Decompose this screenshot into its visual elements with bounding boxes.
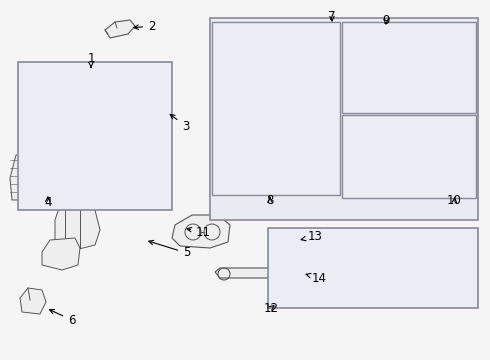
Text: 4: 4 xyxy=(44,195,51,208)
Text: 2: 2 xyxy=(134,19,155,32)
Polygon shape xyxy=(438,42,464,72)
Polygon shape xyxy=(372,118,392,140)
Polygon shape xyxy=(30,106,102,195)
Text: 12: 12 xyxy=(264,302,278,315)
Text: 9: 9 xyxy=(382,13,390,27)
Polygon shape xyxy=(55,202,100,250)
Bar xyxy=(210,18,478,220)
Bar xyxy=(342,22,476,113)
Text: 14: 14 xyxy=(306,271,327,284)
Polygon shape xyxy=(42,238,80,270)
Polygon shape xyxy=(30,155,46,200)
Polygon shape xyxy=(105,20,135,38)
Text: 11: 11 xyxy=(187,225,211,238)
Polygon shape xyxy=(172,215,230,248)
Text: 3: 3 xyxy=(170,114,189,132)
Text: 5: 5 xyxy=(149,240,191,260)
Polygon shape xyxy=(10,155,26,200)
Text: 13: 13 xyxy=(301,230,323,243)
Bar xyxy=(342,115,476,198)
Bar xyxy=(268,228,478,308)
Polygon shape xyxy=(218,28,318,85)
Text: 10: 10 xyxy=(447,194,462,207)
Text: 8: 8 xyxy=(266,194,274,207)
Text: 7: 7 xyxy=(328,10,336,23)
Polygon shape xyxy=(215,268,398,278)
Polygon shape xyxy=(275,270,318,298)
Polygon shape xyxy=(215,118,232,140)
Text: 1: 1 xyxy=(87,51,95,67)
Polygon shape xyxy=(275,230,325,272)
Polygon shape xyxy=(218,80,242,100)
Polygon shape xyxy=(20,288,46,314)
Polygon shape xyxy=(355,140,430,192)
Polygon shape xyxy=(346,30,415,92)
Bar xyxy=(18,62,172,210)
Polygon shape xyxy=(135,90,170,120)
Bar xyxy=(212,22,340,195)
Polygon shape xyxy=(328,230,474,278)
Text: 6: 6 xyxy=(49,310,75,327)
